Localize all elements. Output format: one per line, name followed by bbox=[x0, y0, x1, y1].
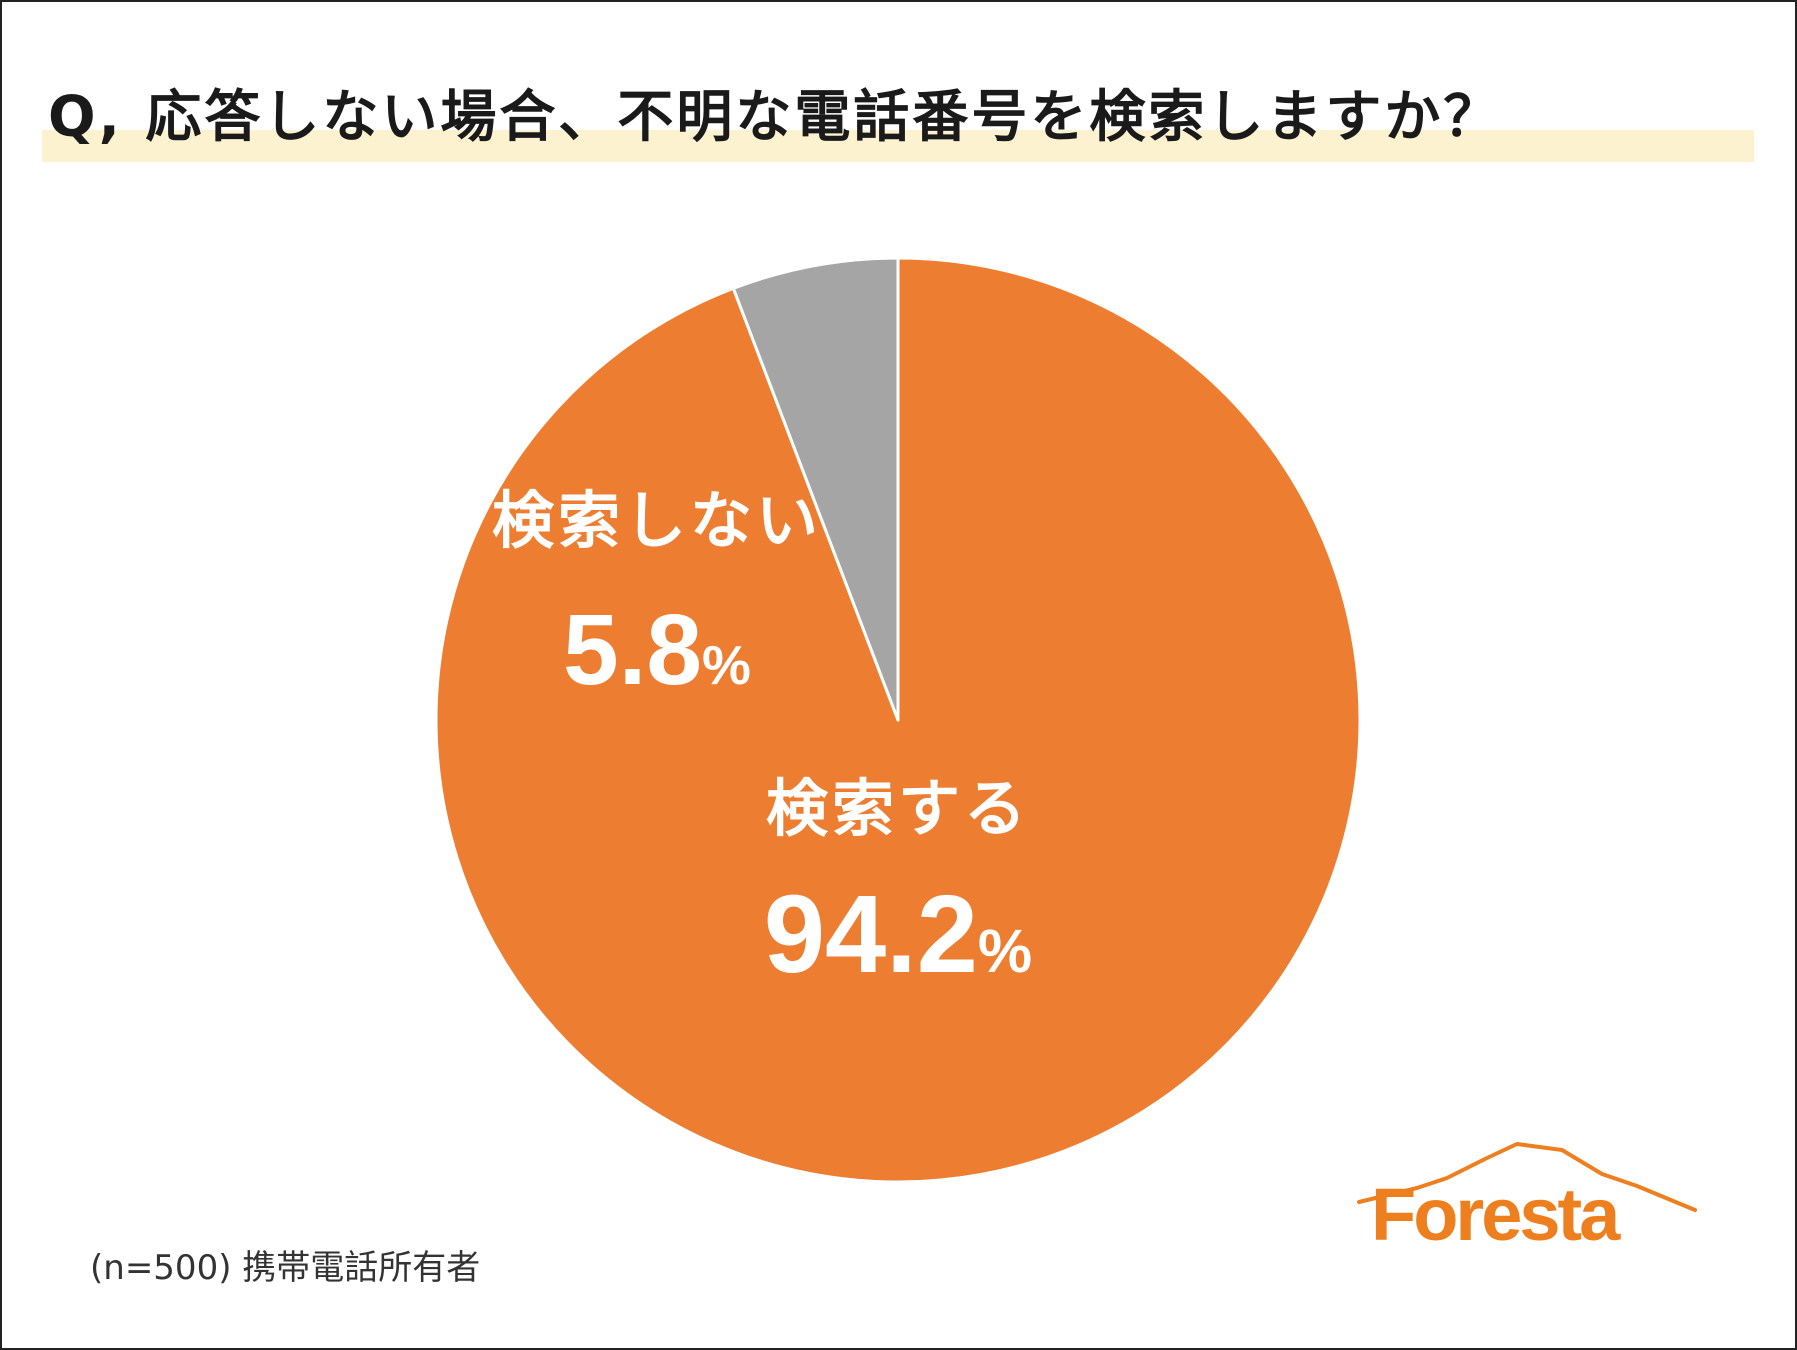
chart-title: Q, 応答しない場合、不明な電話番号を検索しますか？ bbox=[48, 85, 1503, 150]
title-area: Q, 応答しない場合、不明な電話番号を検索しますか？ bbox=[42, 64, 1754, 164]
logo-wordmark: Foresta bbox=[1371, 1173, 1621, 1250]
pie-slice-2 bbox=[731, 256, 900, 722]
slice-label-1: 検索する bbox=[766, 772, 1030, 845]
slice-label-2: 検索しない bbox=[492, 484, 822, 557]
title-highlight bbox=[42, 130, 1754, 162]
sample-note: (n=500) 携帯電話所有者 bbox=[90, 1248, 481, 1288]
slice-value-1: 94.2% bbox=[764, 873, 1032, 996]
logo-roof-icon bbox=[1357, 1142, 1697, 1212]
slice-value-2: 5.8% bbox=[563, 594, 751, 706]
foresta-logo: Foresta bbox=[1357, 1142, 1697, 1250]
